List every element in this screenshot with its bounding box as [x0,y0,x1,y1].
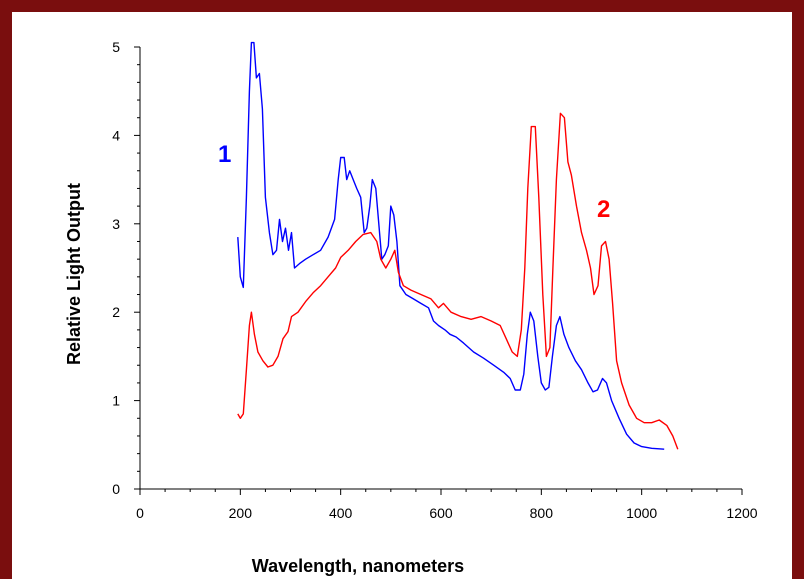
line-chart: 0 200 400 600 800 1000 1200 0 1 2 3 4 5 Wavelength,… [64,39,758,576]
x-tick-label: 0 [136,505,144,521]
y-axis-ticks: 0 1 2 3 4 5 [112,39,140,497]
y-tick-label: 2 [112,304,120,320]
x-tick-label: 1200 [726,505,757,521]
y-tick-label: 3 [112,216,120,232]
y-tick-label: 4 [112,127,120,143]
x-tick-label: 400 [329,505,353,521]
x-axis-ticks: 0 200 400 600 800 1000 1200 [136,489,758,521]
y-tick-label: 5 [112,39,120,55]
x-tick-label: 200 [229,505,253,521]
chart-panel: 0 200 400 600 800 1000 1200 0 1 2 3 4 5 Wavelength,… [12,12,792,579]
series-1-line [237,41,665,450]
series-2-line [237,112,679,450]
y-tick-label: 0 [112,481,120,497]
series-2-label: 2 [597,196,610,223]
y-tick-label: 1 [112,393,120,409]
y-axis-title: Relative Light Output [64,183,84,365]
x-axis-title: Wavelength, nanometers [252,556,464,576]
series-1-label: 1 [218,141,231,168]
x-tick-label: 800 [530,505,554,521]
x-tick-label: 600 [429,505,453,521]
x-tick-label: 1000 [626,505,657,521]
series-lines [237,41,679,450]
